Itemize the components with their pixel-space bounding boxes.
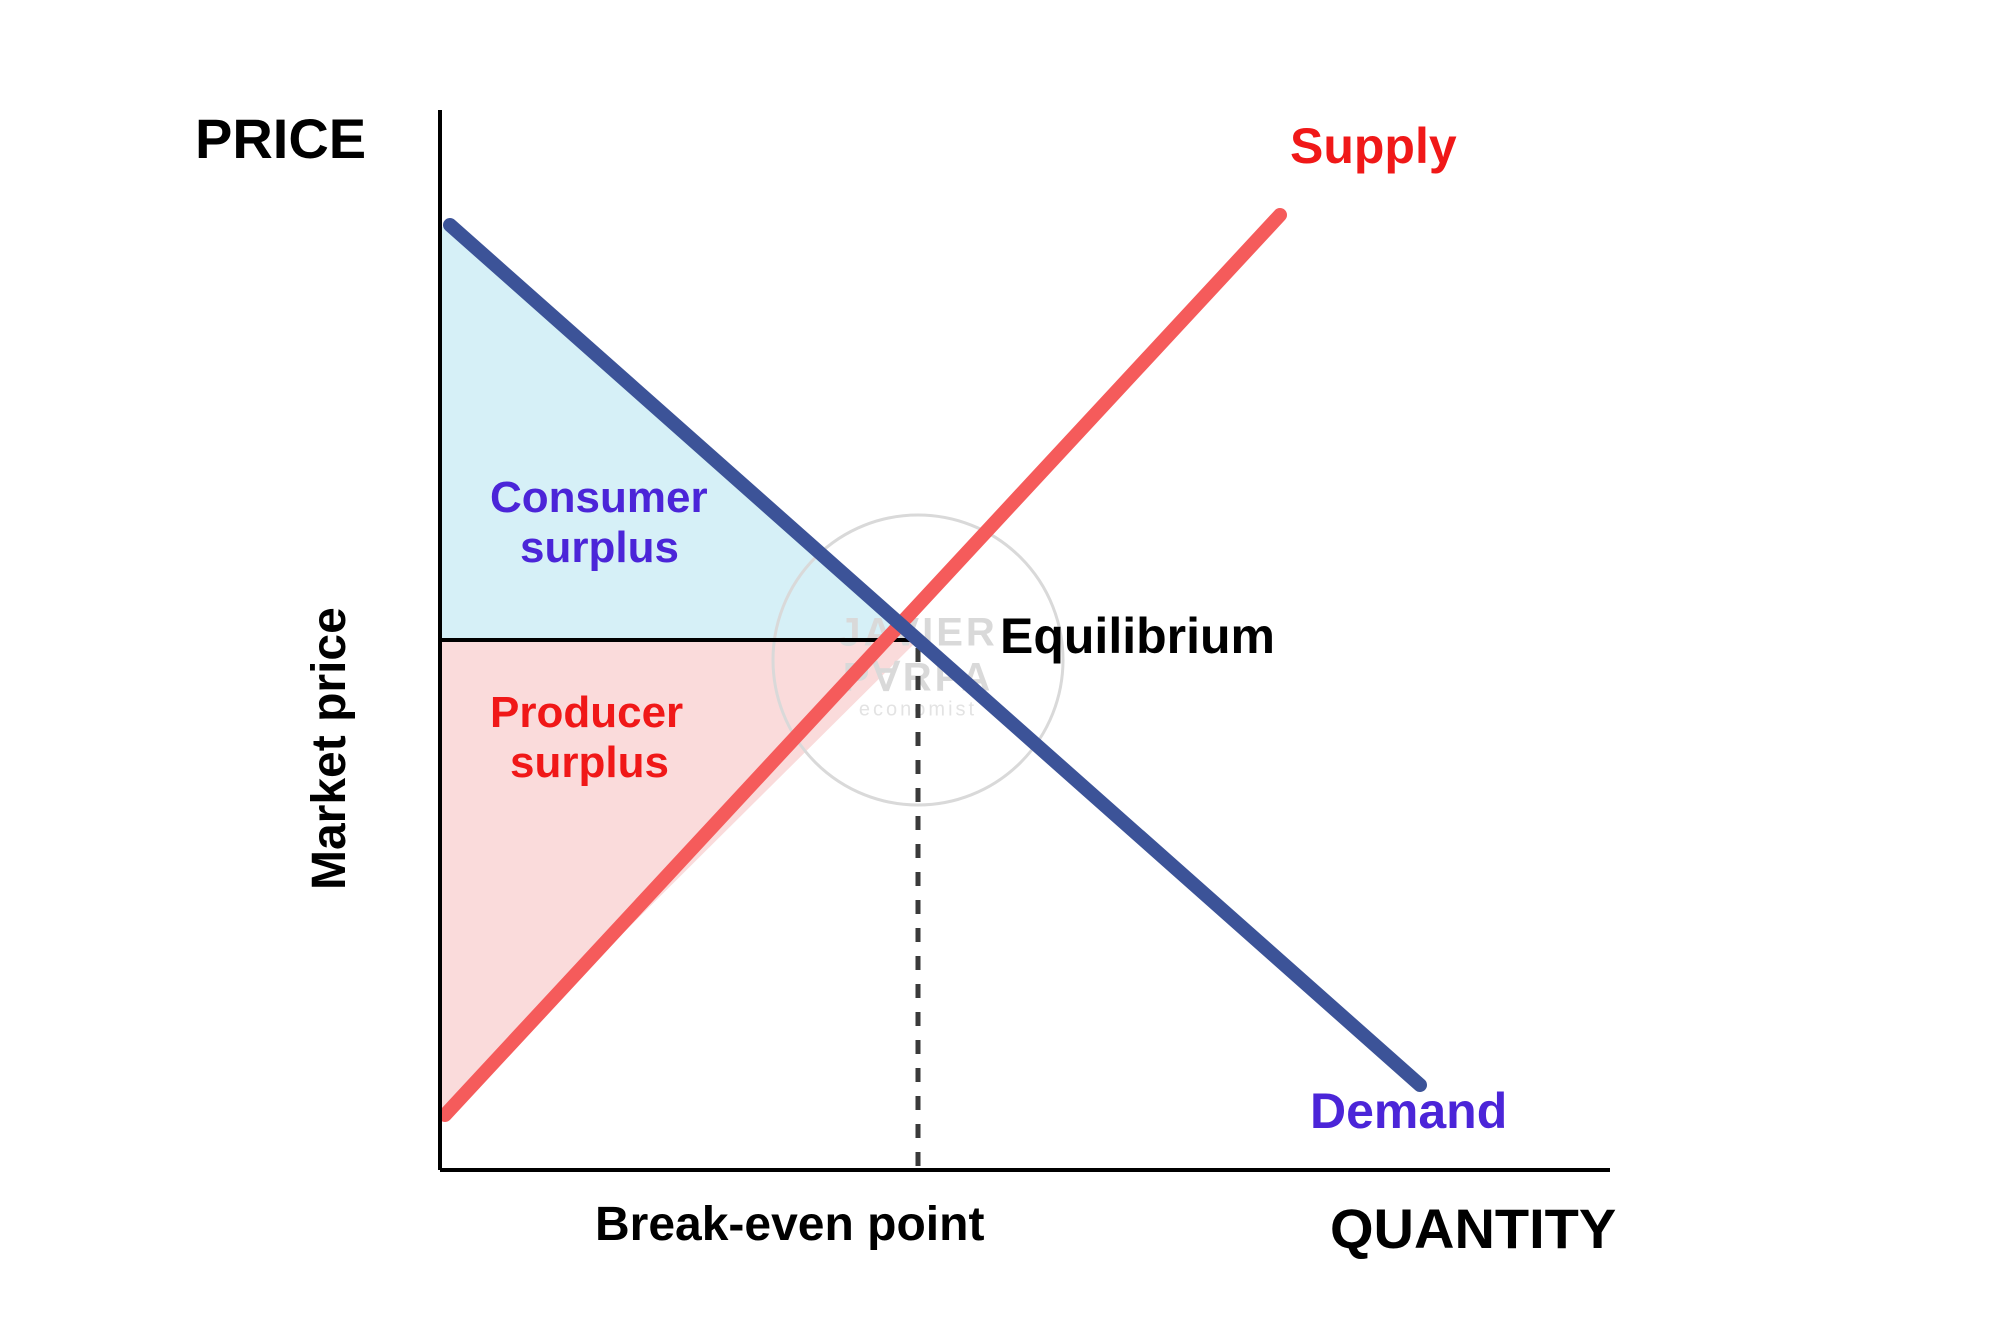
market-price-label: Market price [305,607,355,890]
chart-stage: JAVIER P∀RPA economist PRICE QUANTITY Ma… [0,0,2000,1332]
producer-surplus-label-2: surplus [510,740,669,786]
consumer-surplus-label-1: Consumer [490,475,708,521]
break-even-label: Break-even point [595,1200,984,1250]
demand-label: Demand [1310,1085,1507,1138]
econ-chart-svg: JAVIER P∀RPA economist [0,0,2000,1332]
consumer-surplus-label-2: surplus [520,525,679,571]
equilibrium-label: Equilibrium [1000,610,1275,663]
price-axis-title: PRICE [195,110,366,169]
producer-surplus-label-1: Producer [490,690,683,736]
supply-label: Supply [1290,120,1457,173]
quantity-axis-title: QUANTITY [1330,1200,1616,1259]
